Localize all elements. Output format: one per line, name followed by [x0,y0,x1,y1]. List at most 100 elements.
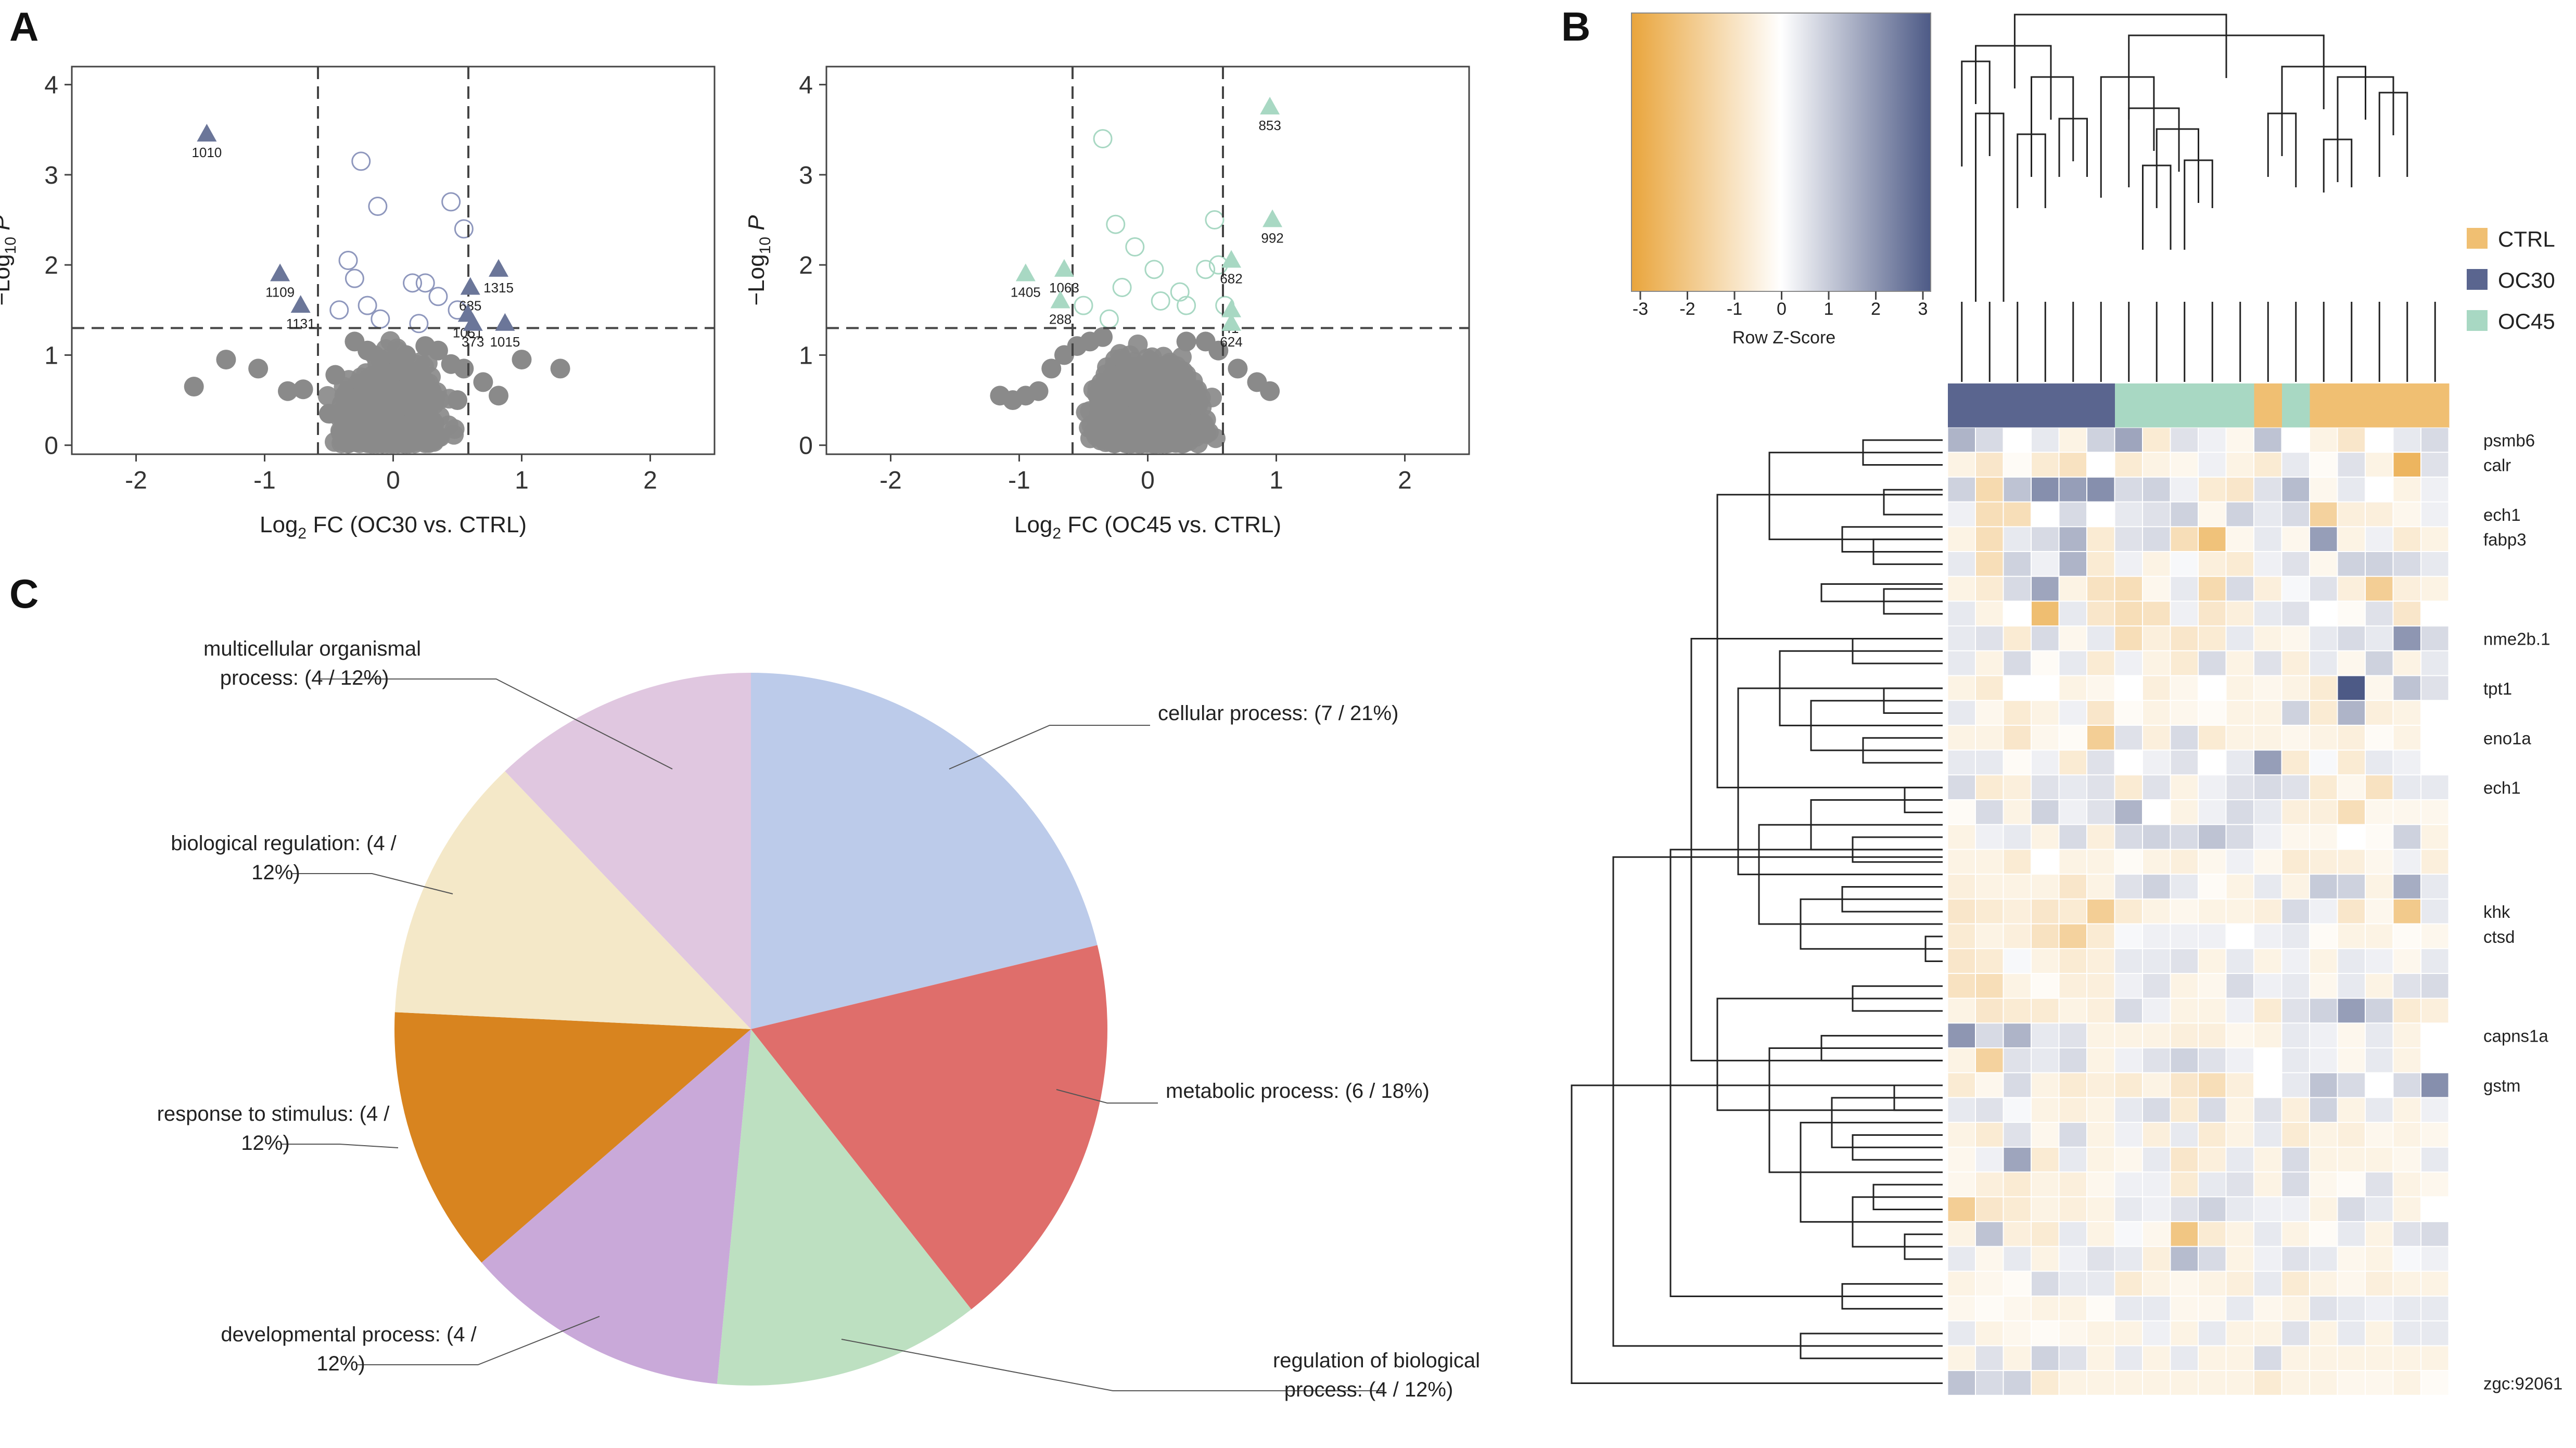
heatmap-cell [2059,452,2087,477]
heatmap-cell [2281,1023,2310,1048]
heatmap-cell [2365,750,2393,775]
heatmap-cell [2226,874,2254,899]
pie-leader-line [320,678,673,770]
open-point [368,197,388,216]
grey-point [334,386,354,406]
heatmap-cell [2003,477,2031,502]
heatmap-cell [2421,601,2449,626]
open-point [1125,237,1145,257]
heatmap-cell [2114,949,2143,973]
highlight-triangle [1260,96,1280,114]
grey-point [402,386,423,406]
heatmap-cell [2003,1172,2031,1197]
heatmap-cell [2198,824,2226,850]
heatmap-cell [2198,700,2226,725]
heatmap-cell [2170,1197,2198,1222]
heatmap-cell [2337,1048,2365,1073]
heatmap-cell [2281,1370,2310,1395]
dendrogram-branch [1975,45,2052,120]
grey-point [401,362,421,382]
legend-swatch [2467,228,2488,249]
heatmap-cell [1975,477,2004,502]
heatmap-cell [2059,1221,2087,1247]
grey-point [293,379,313,400]
heatmap-cell [2226,626,2254,651]
grey-point [1093,327,1113,347]
x-tick-label: -1 [1008,467,1030,494]
heatmap-cell [2337,1321,2365,1346]
heatmap-cell [2393,1221,2421,1247]
heatmap-cell [2143,626,2171,651]
heatmap-cell [2031,949,2059,973]
heatmap-cell [2003,700,2031,725]
heatmap-cell [2059,899,2087,924]
heatmap-cell [2365,427,2393,453]
heatmap-cell [1975,1271,2004,1297]
heatmap-cell [2170,576,2198,601]
heatmap-cell [2421,1072,2449,1098]
row-label: calr [2483,456,2511,475]
heatmap-cell [2393,552,2421,576]
heatmap-cell [2059,924,2087,949]
heatmap-cell [2031,924,2059,949]
heatmap-cell [2393,874,2421,899]
heatmap-cell [2337,427,2365,453]
heatmap-cell [2226,427,2254,453]
heatmap-cell [2003,1122,2031,1147]
heatmap-cell [2337,1147,2365,1172]
heatmap-cell [2281,998,2310,1023]
heatmap-cell [1975,899,2004,924]
heatmap-cell [2393,527,2421,552]
heatmap-cell [2170,1122,2198,1147]
heatmap-cell [2170,800,2198,825]
heatmap-cell [2031,725,2059,750]
heatmap-cell [2198,1296,2226,1321]
highlight-label: 1315 [483,280,514,296]
heatmap-cell [2365,601,2393,626]
heatmap-cell [2226,973,2254,998]
heatmap-cell [1975,452,2004,477]
heatmap-cell [2254,1147,2282,1172]
heatmap-cell [2365,1346,2393,1371]
grey-point [184,377,204,397]
heatmap-cell [2337,775,2365,800]
heatmap-cell [2143,824,2171,850]
heatmap-cell [2310,725,2338,750]
heatmap-cell [2421,675,2449,701]
group-bar-cell [2171,383,2199,428]
heatmap-cell [2393,750,2421,775]
heatmap-cell [2393,849,2421,875]
heatmap-cell [1947,1321,1975,1346]
heatmap-cell [2281,1197,2310,1222]
heatmap-cell [2198,750,2226,775]
heatmap-cell [2031,650,2059,676]
heatmap-cell [2281,452,2310,477]
heatmap-cell [2310,1023,2338,1048]
heatmap-cell [2226,552,2254,576]
heatmap-cell [2393,1246,2421,1272]
heatmap-cell [2059,1172,2087,1197]
heatmap-cell [1975,849,2004,875]
heatmap-cell [2114,601,2143,626]
heatmap-cell [2059,477,2087,502]
heatmap-cell [2226,675,2254,701]
heatmap-cell [2031,1172,2059,1197]
grey-point [1107,391,1128,411]
heatmap-cell [2310,973,2338,998]
highlight-label: 853 [1258,118,1281,133]
panel-label-b: B [1561,4,1590,49]
heatmap-cell [2198,725,2226,750]
heatmap-cell [2059,1321,2087,1346]
heatmap-cell [2031,675,2059,701]
heatmap-cell [2143,1023,2171,1048]
heatmap-cell [1947,824,1975,850]
heatmap-cell [2365,576,2393,601]
heatmap-cell [2393,700,2421,725]
heatmap-cell [2003,552,2031,576]
heatmap-cell [2254,1023,2282,1048]
x-axis-label: Log2 FC (OC45 vs. CTRL) [1014,512,1281,542]
highlight-label: 1405 [1011,284,1041,300]
heatmap-cell [2059,998,2087,1023]
heatmap-cell [2031,1147,2059,1172]
heatmap-cell [2393,452,2421,477]
